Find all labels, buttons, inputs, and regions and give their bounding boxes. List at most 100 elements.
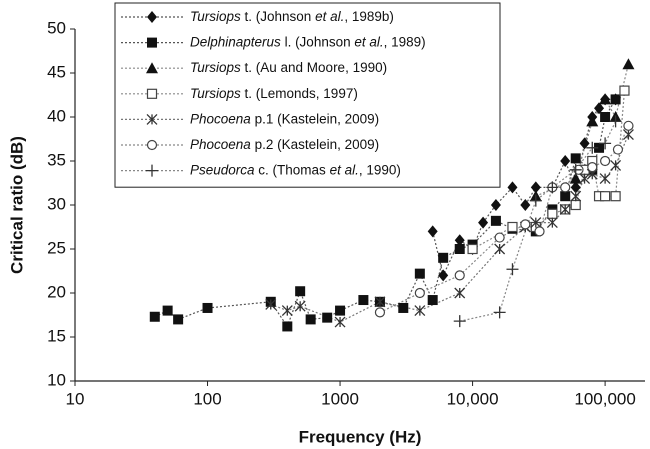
marker bbox=[559, 203, 571, 215]
marker bbox=[334, 316, 346, 328]
marker bbox=[335, 305, 346, 316]
marker bbox=[414, 305, 426, 317]
marker bbox=[374, 296, 386, 308]
marker bbox=[599, 93, 612, 105]
marker bbox=[579, 173, 591, 185]
y-axis-title: Critical ratio (dB) bbox=[7, 136, 26, 274]
marker bbox=[454, 270, 465, 281]
marker bbox=[478, 216, 489, 229]
y-tick-label: 15 bbox=[47, 326, 66, 345]
marker bbox=[534, 226, 545, 237]
marker bbox=[507, 181, 518, 194]
marker bbox=[490, 215, 501, 226]
marker bbox=[599, 137, 612, 150]
legend-label: Phocoena p.1 (Kastelein, 2009) bbox=[190, 111, 379, 126]
legend-label: Pseudorca c. (Thomas et al., 1990) bbox=[190, 162, 401, 177]
y-tick-label: 20 bbox=[47, 282, 66, 301]
marker bbox=[609, 115, 622, 128]
legend-label: Tursiops t. (Au and Moore, 1990) bbox=[190, 60, 387, 75]
marker bbox=[281, 305, 293, 317]
marker bbox=[546, 181, 559, 194]
marker bbox=[622, 58, 635, 70]
marker bbox=[506, 263, 519, 276]
marker bbox=[570, 199, 581, 211]
marker bbox=[454, 234, 465, 247]
marker bbox=[146, 139, 158, 151]
y-tick-label: 40 bbox=[47, 106, 66, 125]
marker bbox=[570, 190, 582, 202]
y-tick-label: 45 bbox=[47, 62, 66, 81]
x-tick-label: 10 bbox=[66, 389, 85, 408]
marker bbox=[374, 307, 386, 318]
x-tick-label: 1000 bbox=[321, 389, 359, 408]
marker bbox=[162, 305, 173, 316]
marker bbox=[454, 287, 466, 299]
marker bbox=[599, 173, 611, 185]
marker bbox=[147, 11, 157, 23]
marker bbox=[579, 137, 590, 150]
marker bbox=[438, 269, 449, 282]
marker bbox=[520, 199, 531, 211]
marker bbox=[202, 302, 213, 313]
marker bbox=[494, 232, 505, 243]
marker bbox=[594, 142, 605, 153]
marker bbox=[494, 243, 506, 255]
y-tick-label: 30 bbox=[47, 194, 66, 213]
y-tick-label: 10 bbox=[47, 370, 66, 389]
marker bbox=[560, 191, 571, 202]
marker bbox=[322, 312, 333, 323]
marker bbox=[594, 102, 605, 115]
marker bbox=[587, 162, 598, 173]
legend-label: Delphinapterus l. (Johnson et al., 1989) bbox=[190, 34, 426, 49]
marker bbox=[454, 244, 465, 254]
marker bbox=[453, 315, 466, 328]
marker bbox=[560, 182, 571, 193]
marker bbox=[467, 243, 478, 255]
marker bbox=[560, 155, 571, 167]
marker bbox=[612, 144, 624, 155]
marker bbox=[529, 194, 542, 207]
marker bbox=[586, 141, 599, 154]
marker bbox=[282, 321, 293, 332]
marker bbox=[493, 306, 506, 319]
marker bbox=[623, 120, 634, 131]
legend: Tursiops t. (Johnson et al., 1989b) Delph… bbox=[114, 2, 501, 188]
marker bbox=[358, 295, 369, 306]
x-tick-label: 10,000 bbox=[447, 389, 499, 408]
marker bbox=[427, 225, 438, 238]
x-tick-label: 100,000 bbox=[574, 389, 635, 408]
marker bbox=[622, 129, 634, 141]
marker bbox=[265, 298, 277, 310]
y-tick-label: 35 bbox=[47, 150, 66, 169]
marker bbox=[414, 287, 425, 299]
y-tick-label: 25 bbox=[47, 238, 66, 257]
marker bbox=[305, 314, 316, 325]
marker bbox=[546, 217, 558, 229]
legend-label: Tursiops t. (Johnson et al., 1989b) bbox=[190, 9, 394, 24]
plot-area: 10 15 20 25 30 35 40 45 50 10 100 1000 10,000 100,000 bbox=[47, 18, 645, 408]
legend-label: Phocoena p.2 (Kastelein, 2009) bbox=[190, 137, 379, 152]
marker bbox=[610, 191, 621, 202]
x-axis-title: Frequency (Hz) bbox=[299, 427, 422, 446]
marker bbox=[146, 164, 158, 177]
marker bbox=[569, 163, 582, 176]
marker bbox=[173, 314, 184, 325]
legend-box bbox=[114, 2, 501, 188]
marker bbox=[146, 62, 158, 74]
marker bbox=[600, 191, 611, 202]
y-tick-label: 50 bbox=[47, 18, 66, 37]
marker bbox=[586, 115, 599, 127]
marker bbox=[146, 113, 158, 125]
marker bbox=[147, 37, 157, 48]
x-tick-label: 100 bbox=[193, 389, 221, 408]
marker bbox=[610, 94, 621, 105]
marker bbox=[149, 311, 160, 322]
marker bbox=[619, 85, 630, 96]
marker bbox=[610, 159, 622, 171]
marker bbox=[569, 172, 582, 184]
marker bbox=[547, 208, 558, 219]
marker bbox=[414, 268, 425, 279]
legend-label: Tursiops t. (Lemonds, 1997) bbox=[190, 85, 358, 100]
marker bbox=[438, 252, 449, 263]
